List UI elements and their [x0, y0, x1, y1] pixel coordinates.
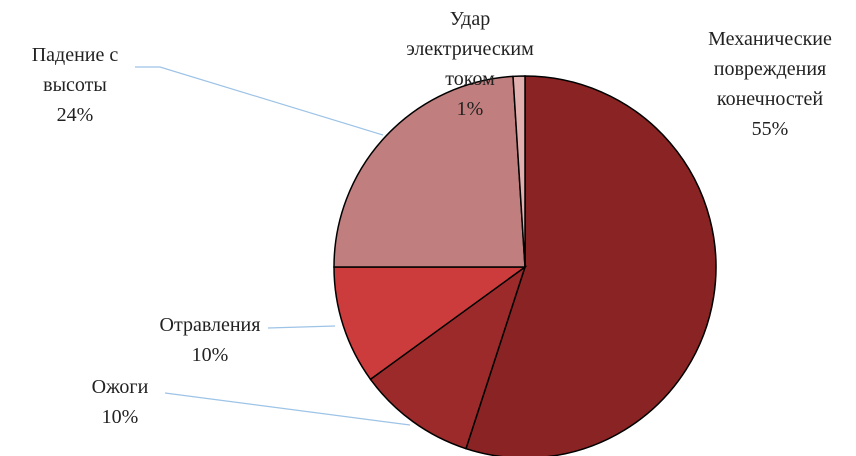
value-label: 1%	[456, 98, 484, 120]
value-label: 10%	[191, 344, 229, 366]
category-label: Падение с высоты	[31, 44, 119, 96]
category-label: Механические повреждения конечностей	[708, 28, 832, 110]
category-label: Отравления	[159, 314, 261, 336]
slice-label: Удар электрическим током 1%	[390, 4, 550, 124]
pie-slice	[369, 265, 527, 450]
value-label: 24%	[56, 104, 94, 126]
pie-slice	[465, 75, 717, 456]
pie-slice	[333, 75, 526, 268]
leader-line	[135, 66, 384, 136]
slices	[333, 75, 717, 456]
value-label: 55%	[751, 118, 789, 140]
slice-label: Падение с высоты 24%	[0, 40, 150, 130]
pie-slice	[333, 266, 528, 381]
slice-label: Отравления 10%	[140, 310, 280, 370]
leader-line	[267, 325, 336, 329]
leader-line	[164, 392, 411, 426]
slice-label: Ожоги 10%	[60, 372, 180, 432]
pie-slice	[512, 75, 526, 268]
leader-lines	[135, 66, 411, 426]
category-label: Удар электрическим током	[406, 8, 534, 90]
slice-label: Механические повреждения конечностей 55%	[680, 24, 856, 144]
category-label: Ожоги	[91, 376, 149, 398]
value-label: 10%	[101, 406, 139, 428]
